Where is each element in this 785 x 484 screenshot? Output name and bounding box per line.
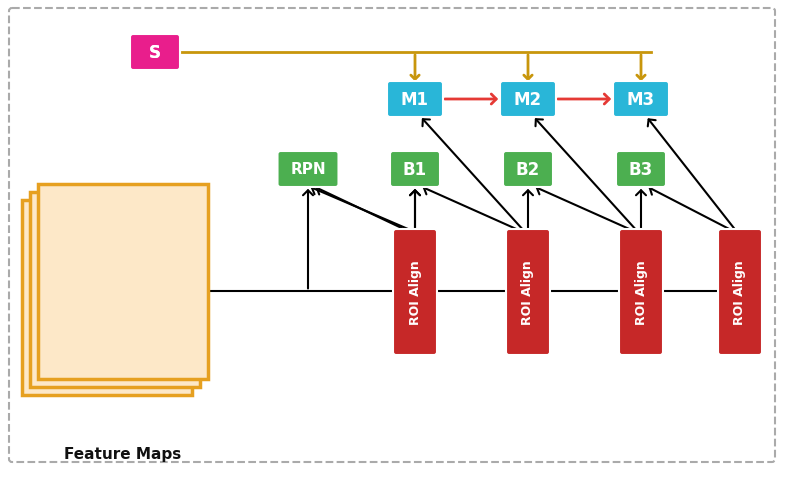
Text: RPN: RPN	[290, 162, 326, 177]
FancyBboxPatch shape	[718, 229, 762, 355]
FancyBboxPatch shape	[30, 193, 200, 387]
FancyBboxPatch shape	[500, 82, 556, 118]
Text: ROI Align: ROI Align	[521, 260, 535, 325]
FancyBboxPatch shape	[278, 151, 338, 188]
Text: S: S	[149, 44, 161, 62]
FancyBboxPatch shape	[130, 35, 180, 71]
Text: B2: B2	[516, 161, 540, 179]
Text: ROI Align: ROI Align	[408, 260, 422, 325]
FancyBboxPatch shape	[393, 229, 437, 355]
FancyBboxPatch shape	[130, 35, 180, 71]
Text: Feature Maps: Feature Maps	[64, 447, 181, 462]
Text: M3: M3	[627, 91, 655, 109]
FancyBboxPatch shape	[619, 229, 663, 355]
FancyBboxPatch shape	[387, 82, 443, 118]
FancyBboxPatch shape	[38, 184, 208, 379]
Text: ROI Align: ROI Align	[733, 260, 747, 325]
Text: ROI Align: ROI Align	[634, 260, 648, 325]
FancyBboxPatch shape	[503, 151, 553, 188]
FancyBboxPatch shape	[613, 82, 669, 118]
Text: B1: B1	[403, 161, 427, 179]
Text: B3: B3	[629, 161, 653, 179]
FancyBboxPatch shape	[616, 151, 666, 188]
FancyBboxPatch shape	[22, 200, 192, 395]
FancyBboxPatch shape	[506, 229, 550, 355]
FancyBboxPatch shape	[390, 151, 440, 188]
Text: M1: M1	[401, 91, 429, 109]
Text: M2: M2	[514, 91, 542, 109]
Text: S: S	[149, 44, 161, 62]
